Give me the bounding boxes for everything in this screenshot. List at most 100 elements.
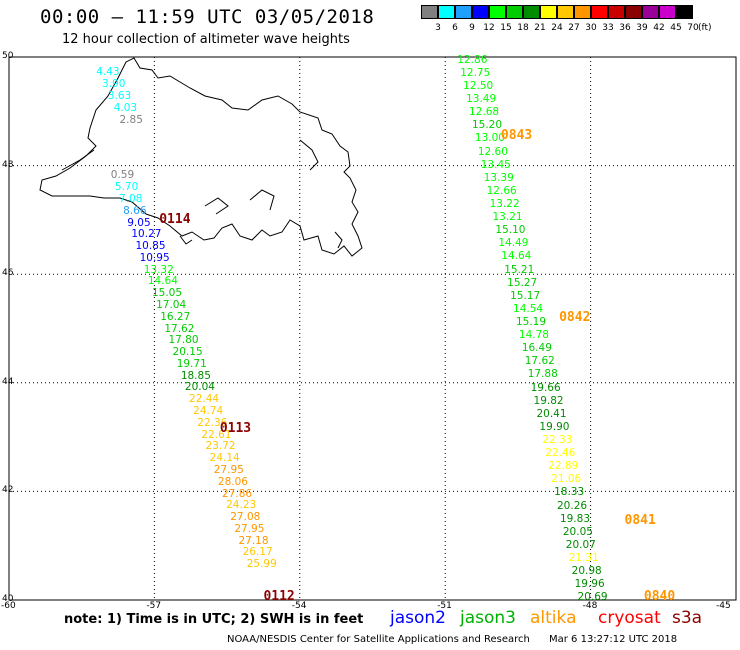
wave-height-reading: 14.54 [513, 302, 544, 315]
latitude-tick-label: 44 [2, 376, 14, 387]
footer-credit: NOAA/NESDIS Center for Satellite Applica… [227, 634, 530, 645]
legend-swatch [540, 5, 557, 19]
wave-height-reading: 21.06 [551, 473, 582, 486]
legend-label: 39 [636, 23, 648, 33]
wave-height-reading: 28.06 [217, 475, 248, 488]
wave-height-reading: 25.99 [246, 558, 277, 571]
wave-height-reading: 14.64 [501, 250, 532, 263]
longitude-tick-label: -45 [716, 601, 731, 611]
wave-height-reading: 20.69 [577, 591, 608, 604]
map-frame [8, 56, 737, 601]
pass-time-label: 0842 [559, 309, 591, 325]
wave-height-reading: 5.70 [114, 181, 139, 194]
wave-height-reading: 27.86 [222, 487, 253, 500]
wave-height-reading: 12.86 [457, 53, 488, 66]
wave-height-reading: 17.62 [164, 322, 195, 335]
legend-label: 33 [602, 23, 614, 33]
legend-swatch [489, 5, 506, 19]
wave-height-reading: 9.05 [127, 216, 151, 229]
wave-height-reading: 10.27 [131, 228, 162, 241]
wave-height-reading: 16.27 [160, 310, 191, 323]
wave-height-reading: 27.95 [213, 463, 244, 476]
wave-height-reading: 26.17 [242, 546, 273, 559]
satellite-legend-item: s3a [672, 608, 703, 628]
wave-height-reading: 27.08 [230, 511, 261, 524]
wave-height-reading: 12.50 [463, 79, 494, 92]
wave-height-reading: 23.72 [205, 440, 236, 453]
satellite-legend-item: jason2 [390, 608, 446, 628]
wave-height-reading: 4.03 [113, 102, 138, 115]
legend-swatch [506, 5, 523, 19]
wave-height-reading: 20.05 [562, 525, 593, 538]
legend-label: 70 [687, 23, 699, 33]
wave-height-reading: 18.33 [554, 486, 585, 499]
legend-label: 45 [670, 23, 682, 33]
wave-height-reading: 14.64 [147, 275, 178, 288]
legend-swatch [574, 5, 591, 19]
wave-height-reading: 12.60 [477, 145, 508, 158]
wave-height-reading: 22.36 [197, 416, 228, 429]
pass-time-label: 0114 [159, 211, 191, 227]
wave-height-reading: 12.68 [469, 106, 500, 119]
latitude-tick-label: 40 [2, 594, 14, 604]
page-title: 00:00 – 11:59 UTC 03/05/2018 [40, 6, 375, 28]
legend-label: 9 [469, 23, 475, 33]
wave-height-reading: 12.66 [486, 184, 517, 197]
wave-height-reading: 14.78 [518, 329, 549, 342]
wave-height-reading: 15.17 [510, 289, 541, 302]
legend-label: 6 [452, 23, 458, 33]
wave-height-reading: 20.26 [557, 499, 588, 512]
wave-height-reading: 24.23 [226, 499, 257, 512]
legend-label: 24 [551, 23, 563, 33]
wave-height-reading: 17.04 [156, 298, 187, 311]
legend-label: 27 [568, 23, 580, 33]
wave-height-reading: 19.83 [559, 512, 590, 525]
longitude-tick-label: -48 [582, 601, 598, 611]
wave-height-reading: 13.49 [466, 93, 497, 106]
wave-height-reading: 22.61 [201, 428, 232, 441]
wave-height-reading: 15.10 [495, 224, 526, 237]
legend-label: 30 [585, 23, 597, 33]
legend-label: 3 [435, 23, 441, 33]
wave-height-reading: 7.08 [119, 192, 143, 205]
legend-swatch [591, 5, 608, 19]
footer-timestamp: Mar 6 13:27:12 UTC 2018 [549, 634, 678, 645]
pass-time-label: 0843 [500, 127, 533, 143]
pass-time-label: 0112 [263, 589, 295, 605]
wave-height-reading: 19.96 [574, 578, 605, 591]
wave-height-reading: 20.04 [184, 381, 215, 394]
wave-height-reading: 19.71 [176, 357, 207, 370]
latitude-tick-label: 48 [2, 159, 14, 170]
wave-height-reading: 13.00 [474, 132, 505, 145]
satellite-legend-item: jason3 [460, 608, 516, 628]
legend-label: 12 [483, 23, 495, 33]
wave-height-reading: 16.49 [521, 342, 552, 355]
wave-height-reading: 15.27 [507, 276, 538, 289]
wave-height-reading: 22.46 [545, 447, 576, 460]
satellite-legend-item: cryosat [598, 608, 661, 628]
wave-height-reading: 13.21 [492, 211, 523, 224]
longitude-tick-label: -51 [437, 601, 452, 611]
wave-height-reading: 19.82 [533, 394, 564, 407]
page-subtitle: 12 hour collection of altimeter wave hei… [62, 32, 350, 47]
latitude-tick-label: 42 [2, 485, 14, 496]
latitude-tick-label: 50 [2, 51, 14, 61]
wave-height-reading: 27.95 [234, 522, 265, 535]
wave-height-reading: 2.85 [119, 113, 143, 126]
legend-swatch [608, 5, 625, 19]
legend-swatch [642, 5, 659, 19]
legend-label: 36 [619, 23, 631, 33]
pass-time-label: 0113 [219, 420, 252, 436]
wave-height-reading: 15.05 [151, 287, 183, 300]
wave-height-reading: 13.22 [489, 197, 520, 210]
legend-swatch [421, 5, 438, 19]
coastline [39, 57, 363, 257]
wave-height-reading: 17.88 [527, 368, 558, 381]
wave-height-reading: 20.07 [565, 538, 596, 551]
wave-height-reading: 18.85 [180, 369, 211, 382]
wave-height-reading: 8.66 [123, 204, 147, 217]
legend-label: 42 [653, 23, 665, 33]
wave-height-reading: 22.44 [189, 393, 220, 406]
legend-swatch [455, 5, 472, 19]
